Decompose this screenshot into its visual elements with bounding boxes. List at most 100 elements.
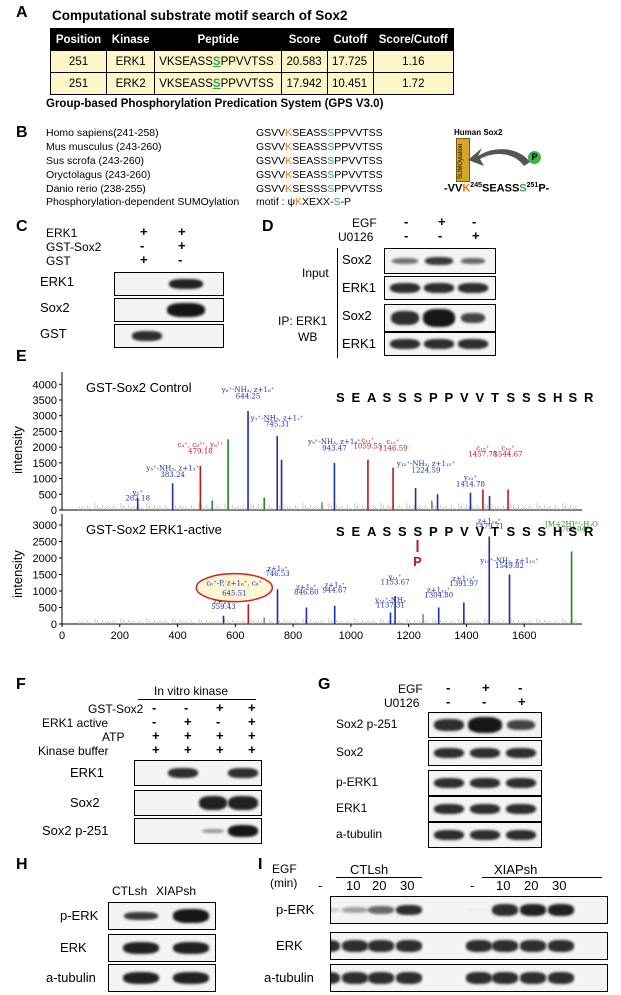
- col-position: Position: [49, 28, 108, 51]
- peak-label: y₆⁺-NH₃, z+1₆⁺: [221, 386, 275, 394]
- column-label: XIAPsh: [156, 884, 197, 898]
- group-line: [482, 877, 602, 878]
- sign: -: [446, 680, 451, 695]
- x-tick-label: 400: [168, 630, 186, 642]
- time-label: 30: [552, 878, 567, 893]
- schematic-sequence: -VVK245SEASSS251P-: [444, 182, 550, 195]
- blot-band: [342, 972, 368, 984]
- sequence-residue: S: [336, 524, 345, 539]
- blot-band: [342, 907, 368, 913]
- cell-pos: 251: [49, 72, 108, 95]
- sequence-residue: S: [414, 524, 423, 539]
- species-sequence: GSVVKSEASSSPPVVTSS: [256, 155, 383, 167]
- blot-label: a-tubulin: [264, 970, 314, 985]
- cell-cutoff: 10.451: [327, 72, 374, 95]
- blot-band: [228, 825, 258, 837]
- blot-p-erk: [330, 896, 608, 924]
- blot-sox2: [114, 298, 224, 322]
- ms-spectrum-chart: 05001000150020002500300035004000y₂⁺262.1…: [10, 372, 598, 642]
- y-tick-label: 1000: [33, 474, 57, 486]
- panel-label-h: H: [16, 856, 28, 873]
- peak-label: 846.60: [294, 588, 319, 596]
- species-sequence: GSVVKSESSSSPPVVTSS: [256, 183, 383, 195]
- blot-band: [132, 331, 162, 341]
- col-score: Score: [281, 28, 328, 51]
- time-label: 20: [372, 878, 387, 893]
- blot-band: [123, 942, 159, 954]
- table-row: 251 ERK2 VKSEASSSPPVVTSS 17.942 10.451 1…: [49, 72, 455, 95]
- blot-band: [368, 906, 394, 914]
- sign: +: [184, 742, 192, 757]
- sign: +: [472, 228, 480, 243]
- blot-band: [548, 972, 574, 984]
- peak-label: [M+2H]²⁺-H₂O: [545, 521, 598, 529]
- sequence-residue: S: [538, 390, 547, 405]
- sequence-residue: S: [569, 524, 578, 539]
- sequence-residue: S: [398, 390, 407, 405]
- peak-label: y₉⁺-NH₃, z+1₉⁺: [307, 438, 361, 446]
- sequence-residue: V: [476, 524, 485, 539]
- x-tick-label: 0: [59, 630, 65, 642]
- blot-band: [548, 904, 574, 916]
- blot-band: [548, 940, 574, 952]
- sign: -: [518, 680, 523, 695]
- sign: +: [518, 694, 526, 709]
- blot-band: [123, 972, 159, 984]
- phospho-circle-icon: P: [528, 151, 541, 164]
- sign: -: [404, 228, 409, 243]
- spectrum-subtitle: GST-Sox2 ERK1-active: [86, 522, 222, 537]
- y-tick-label: 500: [39, 489, 57, 501]
- sign: +: [482, 680, 490, 695]
- species-name: Oryctolagus (243-260): [46, 169, 151, 181]
- row-label: ATP: [102, 730, 125, 744]
- cell-kinase: ERK1: [106, 50, 156, 73]
- sign: +: [184, 714, 192, 729]
- peak-label: 1457.78: [468, 451, 497, 459]
- peak-label: y₁₁⁺: [387, 573, 402, 581]
- blot-label: ERK: [60, 940, 87, 955]
- sign: +: [248, 700, 256, 715]
- blot-label: ERK1: [70, 765, 104, 780]
- blot-label: p-ERK: [276, 902, 315, 917]
- species-sequence: GSVVKSEASSSPPVVTSS: [256, 169, 383, 181]
- sign: +: [216, 742, 224, 757]
- peak-label: 1153.67: [381, 578, 410, 586]
- sign: +: [216, 728, 224, 743]
- blot-band: [228, 796, 258, 810]
- peak-label: 1764.04: [557, 526, 586, 534]
- cell-peptide: VKSEASSSPPVVTSS: [154, 72, 283, 95]
- blot-erk: [330, 932, 608, 960]
- sequence-residue: S: [336, 390, 345, 405]
- blot-band: [470, 804, 500, 814]
- panel-label-f: F: [16, 676, 26, 693]
- row-label: U0126: [384, 696, 420, 710]
- sign: -: [404, 214, 409, 229]
- y-tick-label: 2000: [33, 442, 57, 454]
- sequence-residue: P: [445, 390, 454, 405]
- species-name: Mus musculus (243-260): [46, 141, 162, 153]
- blot-band: [173, 909, 209, 923]
- blot-band: [396, 940, 422, 952]
- panel-a-title: Computational substrate motif search of …: [52, 8, 348, 23]
- row-label: ERK1 active: [42, 716, 109, 730]
- blot-band: [331, 940, 340, 952]
- blot-label: Sox2 p-251: [336, 717, 398, 731]
- blot-band: [168, 768, 198, 778]
- row-label: EGF: [352, 216, 377, 230]
- blot-label: a-tubulin: [46, 970, 96, 985]
- blot-band: [392, 258, 418, 264]
- peak-label: z+1₈⁺: [324, 582, 345, 590]
- column-label: CTLsh: [112, 884, 148, 898]
- time-label: 10: [496, 878, 511, 893]
- peak-label: 1224.59: [412, 466, 441, 474]
- sign: +: [178, 224, 186, 239]
- time-label: -: [470, 878, 475, 893]
- peak-label: c₁₆⁺: [501, 444, 515, 452]
- species-name: Danio rerio (238-255): [46, 183, 146, 195]
- blot-band: [199, 796, 227, 810]
- peak-label: 1549.82: [495, 562, 524, 570]
- col-peptide: Peptide: [154, 28, 283, 51]
- spectrum-subtitle: GST-Sox2 Control: [86, 380, 192, 395]
- sign: +: [248, 714, 256, 729]
- peak-label: 262.18: [125, 495, 150, 503]
